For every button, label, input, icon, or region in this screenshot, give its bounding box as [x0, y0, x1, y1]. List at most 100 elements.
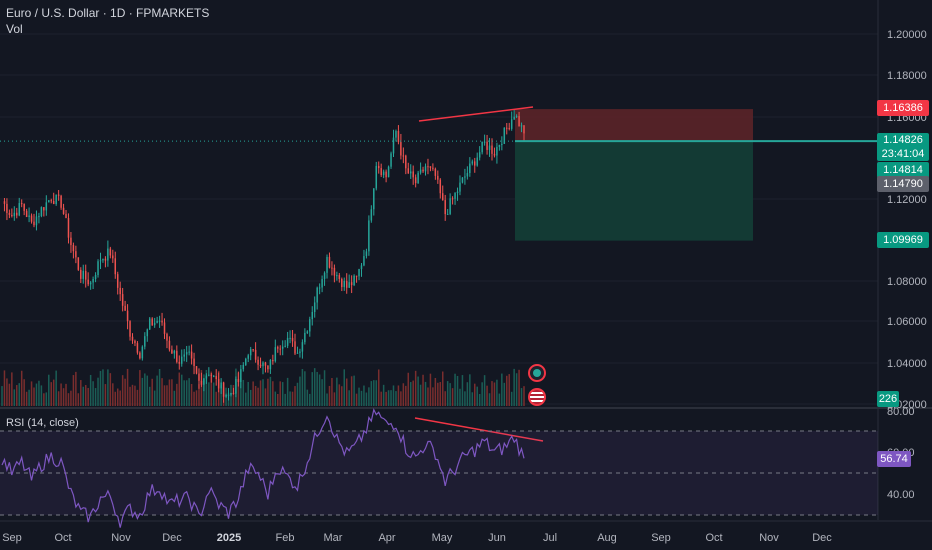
- candle-body: [139, 352, 141, 359]
- candle-body: [102, 258, 104, 261]
- candle-body: [385, 171, 387, 178]
- price-tick-label: 1.12000: [887, 194, 927, 206]
- candle-body: [200, 380, 203, 385]
- rsi-divergence-line: [414, 417, 544, 442]
- candle-body: [272, 359, 274, 362]
- candle-body: [227, 394, 230, 396]
- candle-body: [515, 116, 518, 118]
- candle-body: [309, 319, 311, 332]
- volume-bar: [30, 381, 33, 406]
- position-zones[interactable]: [515, 109, 753, 241]
- candle-body: [439, 179, 442, 194]
- volume-bar: [148, 386, 151, 406]
- volume-bar: [114, 391, 117, 406]
- candle-body: [262, 362, 264, 367]
- economic-event-flag-icon[interactable]: [528, 388, 546, 406]
- time-label: May: [432, 532, 453, 544]
- candle-body: [148, 318, 151, 330]
- volume-value-tag: 226: [877, 391, 899, 407]
- candle-body: [311, 311, 313, 320]
- volume-bar: [402, 383, 405, 406]
- volume-bar: [523, 386, 525, 406]
- volume-bar: [205, 369, 208, 406]
- candle-body: [496, 146, 498, 156]
- volume-bar: [269, 376, 272, 406]
- volume-bar: [318, 374, 321, 406]
- candle-body: [158, 320, 161, 322]
- candle-body: [474, 161, 476, 166]
- candle-body: [368, 220, 370, 252]
- volume-label[interactable]: Vol: [6, 22, 23, 36]
- volume-bar: [476, 386, 478, 406]
- volume-bar: [116, 388, 119, 406]
- volume-bar: [419, 384, 422, 406]
- symbol-title[interactable]: Euro / U.S. Dollar · 1D · FPMARKETS: [6, 6, 210, 20]
- candle-body: [387, 166, 390, 178]
- candle-body: [464, 176, 466, 178]
- candle-body: [70, 237, 72, 246]
- price-tag-b: 1.14790: [877, 176, 929, 192]
- volume-bar: [286, 377, 289, 406]
- candle-body: [296, 352, 299, 354]
- candle-body: [94, 275, 97, 279]
- volume-bar: [173, 390, 176, 406]
- candle-body: [454, 193, 456, 199]
- volume-bar: [198, 384, 200, 406]
- volume-bar: [471, 392, 474, 406]
- volume-bar: [131, 384, 134, 406]
- candle-body: [437, 175, 439, 180]
- candle-body: [171, 349, 173, 354]
- volume-bar: [491, 381, 493, 406]
- candle-body: [520, 125, 523, 127]
- candle-body: [518, 116, 520, 127]
- volume-bar: [99, 370, 102, 406]
- volume-bar: [451, 388, 454, 406]
- volume-bar: [368, 387, 370, 406]
- volume-bar: [25, 391, 28, 406]
- candle-body: [291, 337, 294, 342]
- price-tick-label: 1.06000: [887, 316, 927, 328]
- candle-body: [279, 348, 281, 350]
- volume-bar: [200, 370, 203, 406]
- volume-bar: [520, 388, 523, 406]
- volume-bar: [237, 372, 240, 406]
- time-label: Sep: [2, 532, 22, 544]
- volume-bar: [8, 383, 11, 406]
- candle-body: [222, 382, 225, 397]
- candle-body: [92, 278, 94, 283]
- volume-bar: [13, 389, 16, 406]
- volume-bar: [35, 383, 38, 406]
- rsi-label[interactable]: RSI (14, close): [6, 417, 79, 429]
- volume-bar: [358, 387, 360, 406]
- price-tick-label: 1.04000: [887, 358, 927, 370]
- volume-bar: [277, 393, 279, 406]
- candlesticks[interactable]: [3, 109, 525, 403]
- volume-bar: [309, 393, 311, 406]
- volume-bar: [341, 386, 343, 406]
- candle-body: [124, 305, 126, 311]
- candle-body: [235, 379, 237, 394]
- candle-body: [469, 163, 471, 174]
- events-icon[interactable]: [528, 364, 546, 382]
- candle-body: [503, 127, 506, 144]
- candle-body: [217, 379, 220, 389]
- volume-bar: [136, 389, 139, 406]
- time-label: 2025: [217, 532, 241, 544]
- rsi-pane[interactable]: [0, 407, 878, 528]
- volume-bar: [506, 375, 508, 406]
- volume-bar: [45, 392, 48, 406]
- volume-bar: [449, 383, 451, 406]
- divergence-lines[interactable]: [414, 106, 544, 442]
- candle-body: [313, 302, 316, 312]
- candle-body: [441, 193, 444, 201]
- candle-body: [249, 349, 252, 356]
- rsi-value-tag: 56.74: [877, 451, 911, 467]
- candle-body: [355, 275, 358, 277]
- volume-bar: [311, 372, 313, 406]
- volume-bar: [245, 392, 247, 406]
- volume-bar: [102, 369, 104, 406]
- volume-bar: [348, 390, 350, 406]
- candle-body: [506, 127, 508, 129]
- volume-bar: [306, 389, 309, 406]
